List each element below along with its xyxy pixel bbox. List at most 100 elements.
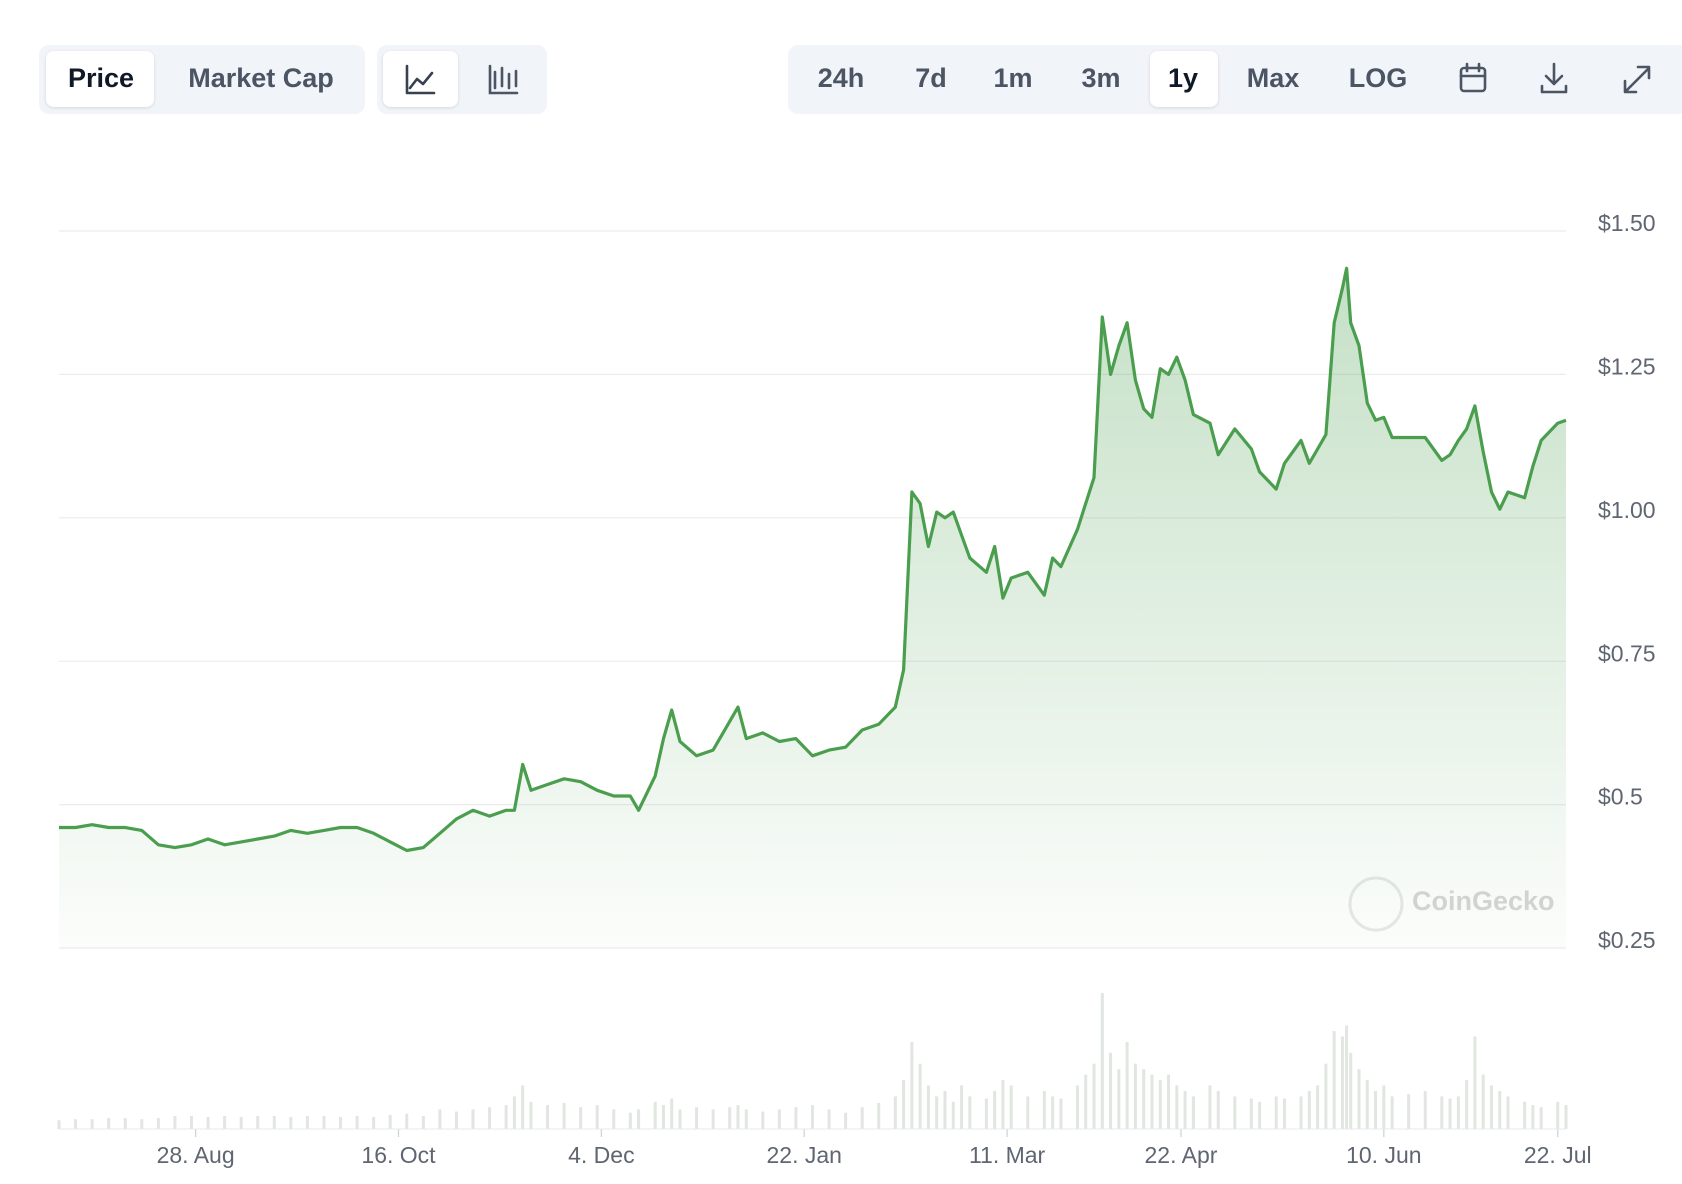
y-tick-label: $0.25: [1598, 927, 1656, 953]
volume-bar: [1026, 1096, 1030, 1129]
volume-bar: [256, 1115, 260, 1129]
volume-bar: [74, 1119, 78, 1129]
calendar-icon-lines: [1459, 62, 1487, 78]
metric-button[interactable]: Market Cap: [188, 63, 334, 93]
line-chart-button[interactable]: [383, 51, 458, 107]
volume-bar: [1349, 1052, 1353, 1129]
volume-bar: [1092, 1063, 1096, 1129]
volume-bar: [405, 1113, 409, 1129]
volume-bar: [388, 1114, 392, 1129]
volume-bar: [57, 1120, 61, 1129]
range-button[interactable]: 7d: [915, 63, 947, 93]
volume-bar: [1075, 1085, 1079, 1129]
volume-bar: [993, 1090, 997, 1129]
price-line: [59, 266, 1567, 853]
volume-bar: [1523, 1101, 1527, 1129]
volume-bar: [562, 1102, 566, 1129]
volume-bar: [1332, 1031, 1336, 1129]
range-button[interactable]: 24h: [818, 63, 865, 93]
volume-bar: [844, 1112, 848, 1129]
range-button[interactable]: 1y: [1168, 63, 1198, 93]
volume-bar: [926, 1085, 930, 1129]
volume-bar: [1473, 1036, 1477, 1129]
volume-bar: [728, 1107, 732, 1129]
volume-bar: [529, 1101, 533, 1129]
y-tick-label: $1.50: [1598, 210, 1656, 236]
volume-bar: [1109, 1052, 1113, 1129]
volume-bar: [189, 1115, 193, 1129]
volume-bar: [1506, 1096, 1510, 1129]
volume-bar: [695, 1107, 699, 1129]
volume-bar: [1208, 1085, 1212, 1129]
volume-bar: [488, 1107, 492, 1129]
volume-bar: [1191, 1096, 1195, 1129]
range-button[interactable]: Max: [1247, 63, 1300, 93]
volume-bar: [744, 1109, 748, 1129]
range-button[interactable]: LOG: [1349, 63, 1408, 93]
volume-bar: [1423, 1090, 1427, 1129]
volume-bar: [951, 1101, 955, 1129]
volume-bar: [1084, 1074, 1088, 1129]
volume-bar: [612, 1109, 616, 1129]
candlestick-button[interactable]: [470, 51, 536, 107]
x-tick-label: 11. Mar: [969, 1142, 1046, 1168]
volume-bar: [1167, 1074, 1171, 1129]
y-tick-label: $0.5: [1598, 784, 1643, 810]
volume-bar: [1274, 1096, 1278, 1129]
volume-bar: [471, 1109, 475, 1129]
candlestick-icon: [488, 64, 519, 95]
volume-bar: [1316, 1085, 1320, 1129]
download-icon[interactable]: [1540, 62, 1568, 94]
volume-bar: [107, 1118, 111, 1129]
volume-bar: [736, 1105, 740, 1129]
line-chart-icon: [405, 64, 436, 95]
volume-bar: [206, 1117, 210, 1129]
x-tick-label: 28. Aug: [157, 1142, 235, 1168]
volume-bar: [421, 1115, 425, 1129]
volume-bar: [670, 1098, 674, 1129]
fullscreen-icon[interactable]: [1623, 65, 1651, 94]
metric-button[interactable]: Price: [68, 63, 134, 93]
volume-bar: [1407, 1094, 1411, 1129]
volume-bar: [1142, 1069, 1146, 1129]
range-button-selected[interactable]: [1150, 51, 1218, 107]
volume-bar: [935, 1096, 939, 1129]
volume-bar: [504, 1105, 508, 1129]
volume-bar: [123, 1118, 127, 1129]
volume-bar: [1249, 1098, 1253, 1129]
volume-bar: [968, 1096, 972, 1129]
volume-bar: [1183, 1090, 1187, 1129]
volume-bar: [943, 1090, 947, 1129]
y-tick-label: $1.00: [1598, 497, 1656, 523]
volume-bar: [372, 1117, 376, 1129]
volume-bar: [322, 1115, 326, 1129]
volume-bar: [1051, 1096, 1055, 1129]
volume-bar: [1465, 1080, 1469, 1129]
volume-bar: [661, 1105, 665, 1129]
volume-bar: [1440, 1096, 1444, 1129]
volume-bar: [1390, 1096, 1394, 1129]
volume-bar: [777, 1109, 781, 1129]
volume-bar: [239, 1117, 243, 1129]
calendar-icon: [1459, 66, 1487, 93]
volume-bar: [960, 1085, 964, 1129]
volume-bar: [711, 1109, 715, 1129]
volume-bar: [438, 1109, 442, 1129]
volume-bar: [339, 1117, 343, 1129]
volume-bar: [1481, 1074, 1485, 1129]
volume-bar: [1340, 1036, 1344, 1129]
range-button[interactable]: 1m: [993, 63, 1032, 93]
volume-bar: [595, 1105, 599, 1129]
volume-bar: [272, 1115, 276, 1129]
volume-bar: [1456, 1096, 1460, 1129]
volume-bar: [1059, 1098, 1063, 1129]
metric-button-selected[interactable]: [46, 51, 154, 107]
volume-bar: [1448, 1098, 1452, 1129]
volume-bar: [1216, 1090, 1220, 1129]
volume-bar: [1299, 1096, 1303, 1129]
volume-bar: [1125, 1041, 1129, 1129]
calendar-button[interactable]: [1459, 62, 1487, 93]
volume-bar: [1001, 1080, 1005, 1129]
range-button[interactable]: 3m: [1081, 63, 1120, 93]
